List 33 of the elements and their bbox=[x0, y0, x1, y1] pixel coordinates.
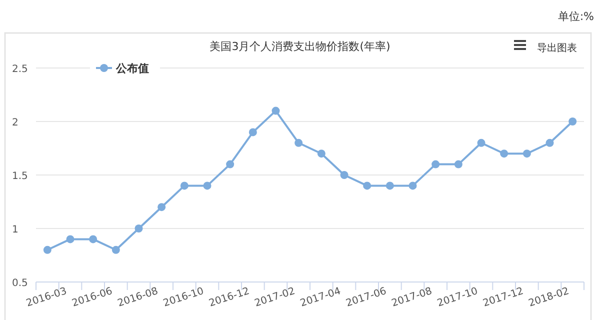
y-tick-label: 0.5 bbox=[12, 278, 28, 289]
y-tick-label: 2 bbox=[12, 118, 18, 128]
text: 导出图表 bbox=[537, 42, 577, 54]
text: 单位:% bbox=[558, 10, 594, 23]
point bbox=[454, 160, 462, 168]
point bbox=[500, 150, 508, 158]
point bbox=[408, 182, 417, 190]
point bbox=[386, 182, 394, 190]
point bbox=[432, 160, 440, 168]
point bbox=[66, 235, 74, 244]
point bbox=[477, 138, 486, 147]
point bbox=[158, 203, 166, 212]
y-tick-label: 1.5 bbox=[12, 171, 28, 182]
point bbox=[226, 160, 234, 168]
point bbox=[112, 246, 120, 254]
y-tick-label: 1 bbox=[12, 224, 18, 236]
point bbox=[363, 182, 372, 190]
point bbox=[272, 106, 280, 115]
point bbox=[522, 150, 531, 158]
chart-title: 美国3月个人消费支出物价指数(年率) bbox=[210, 40, 390, 53]
point bbox=[317, 150, 326, 158]
point bbox=[43, 246, 52, 254]
legend-label: 公布值 bbox=[115, 62, 149, 75]
point bbox=[180, 182, 188, 190]
y-tick-label: 2.5 bbox=[12, 64, 28, 75]
point bbox=[248, 128, 257, 136]
point bbox=[134, 224, 143, 232]
point bbox=[203, 182, 212, 190]
point bbox=[546, 138, 554, 147]
point bbox=[294, 138, 303, 147]
point bbox=[89, 235, 98, 244]
point bbox=[568, 118, 577, 126]
point bbox=[340, 171, 348, 179]
